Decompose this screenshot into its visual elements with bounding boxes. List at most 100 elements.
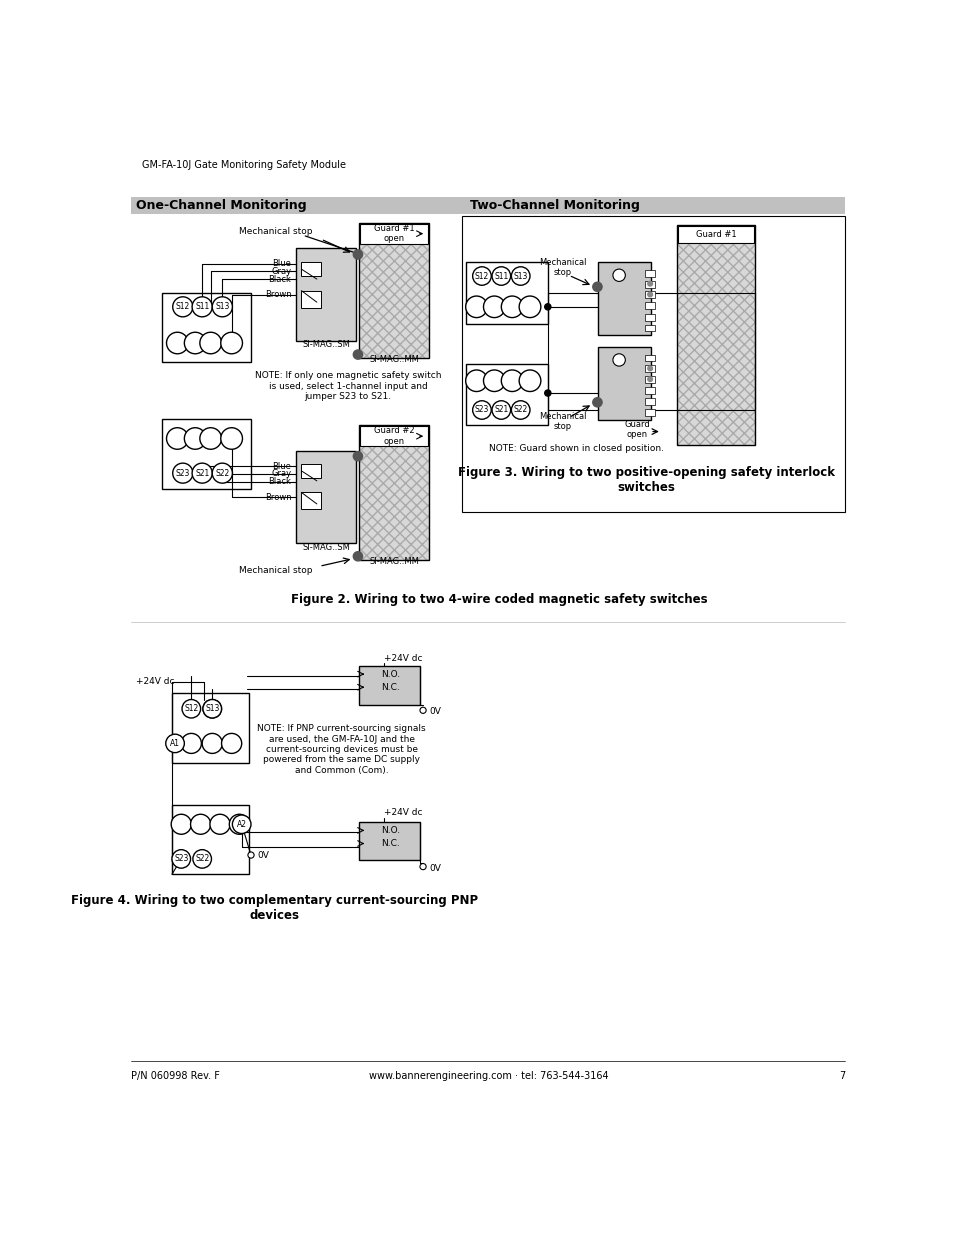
Bar — [677, 225, 754, 445]
Bar — [359, 222, 429, 358]
Circle shape — [220, 332, 242, 353]
Text: Figure 4. Wiring to two complementary current-sourcing PNP
devices: Figure 4. Wiring to two complementary cu… — [71, 894, 477, 921]
Circle shape — [172, 850, 191, 868]
Text: NOTE: If PNP current-sourcing signals
are used, the GM-FA-10J and the
current-so: NOTE: If PNP current-sourcing signals ar… — [257, 724, 425, 774]
Bar — [359, 425, 429, 561]
Circle shape — [612, 353, 624, 366]
Circle shape — [233, 815, 251, 834]
Circle shape — [592, 398, 601, 406]
Bar — [645, 270, 654, 277]
Bar — [598, 347, 650, 420]
Circle shape — [166, 734, 184, 752]
Text: SI-MAG..SM: SI-MAG..SM — [302, 542, 350, 552]
Text: Mechanical stop: Mechanical stop — [239, 566, 313, 574]
Circle shape — [483, 296, 505, 317]
Text: A1: A1 — [170, 739, 180, 748]
Text: Gray: Gray — [271, 469, 291, 478]
Bar — [360, 426, 428, 446]
Text: S11: S11 — [494, 272, 508, 280]
Text: +24V dc: +24V dc — [136, 677, 174, 687]
Text: P/N 060998 Rev. F: P/N 060998 Rev. F — [131, 1071, 219, 1081]
Text: S12: S12 — [175, 303, 190, 311]
Text: Brown: Brown — [264, 493, 291, 501]
Circle shape — [500, 296, 522, 317]
Bar — [645, 399, 654, 405]
Text: N.O.: N.O. — [380, 669, 399, 678]
Circle shape — [419, 708, 426, 714]
Circle shape — [229, 814, 249, 835]
Circle shape — [483, 370, 505, 391]
Text: Guard
open: Guard open — [623, 420, 649, 438]
Circle shape — [353, 452, 362, 461]
Text: Figure 2. Wiring to two 4-wire coded magnetic safety switches: Figure 2. Wiring to two 4-wire coded mag… — [291, 593, 707, 606]
Bar — [301, 464, 320, 478]
Bar — [598, 262, 650, 336]
Bar — [466, 364, 547, 425]
Bar — [645, 291, 654, 299]
Text: S23: S23 — [175, 468, 190, 478]
Bar — [359, 425, 429, 561]
Bar — [461, 216, 843, 513]
Bar — [295, 248, 356, 341]
Bar — [645, 314, 654, 321]
Text: 0V: 0V — [429, 863, 440, 873]
Text: S22: S22 — [513, 405, 527, 415]
Bar — [678, 226, 753, 243]
Circle shape — [472, 401, 491, 419]
Text: Blue: Blue — [273, 259, 291, 268]
Circle shape — [500, 370, 522, 391]
Circle shape — [647, 366, 652, 370]
Text: Black: Black — [268, 274, 291, 284]
Bar — [172, 805, 249, 874]
Bar — [677, 225, 754, 445]
Bar — [645, 387, 654, 394]
Text: +24V dc: +24V dc — [384, 808, 422, 818]
Text: Brown: Brown — [264, 290, 291, 299]
Text: N.C.: N.C. — [381, 683, 399, 692]
Text: Guard #2
open: Guard #2 open — [374, 426, 415, 446]
Text: +24V dc: +24V dc — [384, 655, 422, 663]
Circle shape — [518, 370, 540, 391]
Circle shape — [647, 377, 652, 382]
Bar — [466, 262, 547, 324]
Text: Blue: Blue — [273, 462, 291, 471]
Text: S13: S13 — [215, 303, 230, 311]
Circle shape — [220, 427, 242, 450]
Text: Mechanical
stop: Mechanical stop — [538, 258, 586, 277]
Circle shape — [181, 734, 201, 753]
Bar — [301, 290, 320, 308]
Bar — [645, 366, 654, 372]
Circle shape — [544, 390, 550, 396]
Text: One-Channel Monitoring: One-Channel Monitoring — [136, 199, 307, 211]
Circle shape — [518, 296, 540, 317]
Circle shape — [199, 427, 221, 450]
Text: Guard #1: Guard #1 — [695, 230, 736, 238]
Bar — [359, 667, 419, 705]
Circle shape — [511, 401, 530, 419]
Circle shape — [203, 699, 221, 718]
Circle shape — [492, 267, 510, 285]
Text: 0V: 0V — [429, 708, 440, 716]
Text: S13: S13 — [513, 272, 527, 280]
Circle shape — [184, 332, 206, 353]
Circle shape — [353, 249, 362, 259]
Bar — [359, 222, 429, 358]
Text: 7: 7 — [839, 1071, 844, 1081]
Text: Black: Black — [268, 477, 291, 487]
Text: Guard #1
open: Guard #1 open — [374, 224, 415, 243]
Circle shape — [202, 734, 222, 753]
Text: SI-MAG..MM: SI-MAG..MM — [369, 356, 419, 364]
Circle shape — [167, 427, 188, 450]
Text: SI-MAG..SM: SI-MAG..SM — [302, 340, 350, 350]
Circle shape — [172, 296, 193, 317]
Circle shape — [465, 370, 487, 391]
Circle shape — [212, 296, 233, 317]
Circle shape — [647, 293, 652, 296]
Text: S12: S12 — [184, 704, 198, 714]
Circle shape — [544, 304, 550, 310]
Text: S23: S23 — [475, 405, 489, 415]
Circle shape — [210, 814, 230, 835]
Bar — [162, 293, 251, 362]
Text: Two-Channel Monitoring: Two-Channel Monitoring — [470, 199, 639, 211]
Circle shape — [511, 267, 530, 285]
